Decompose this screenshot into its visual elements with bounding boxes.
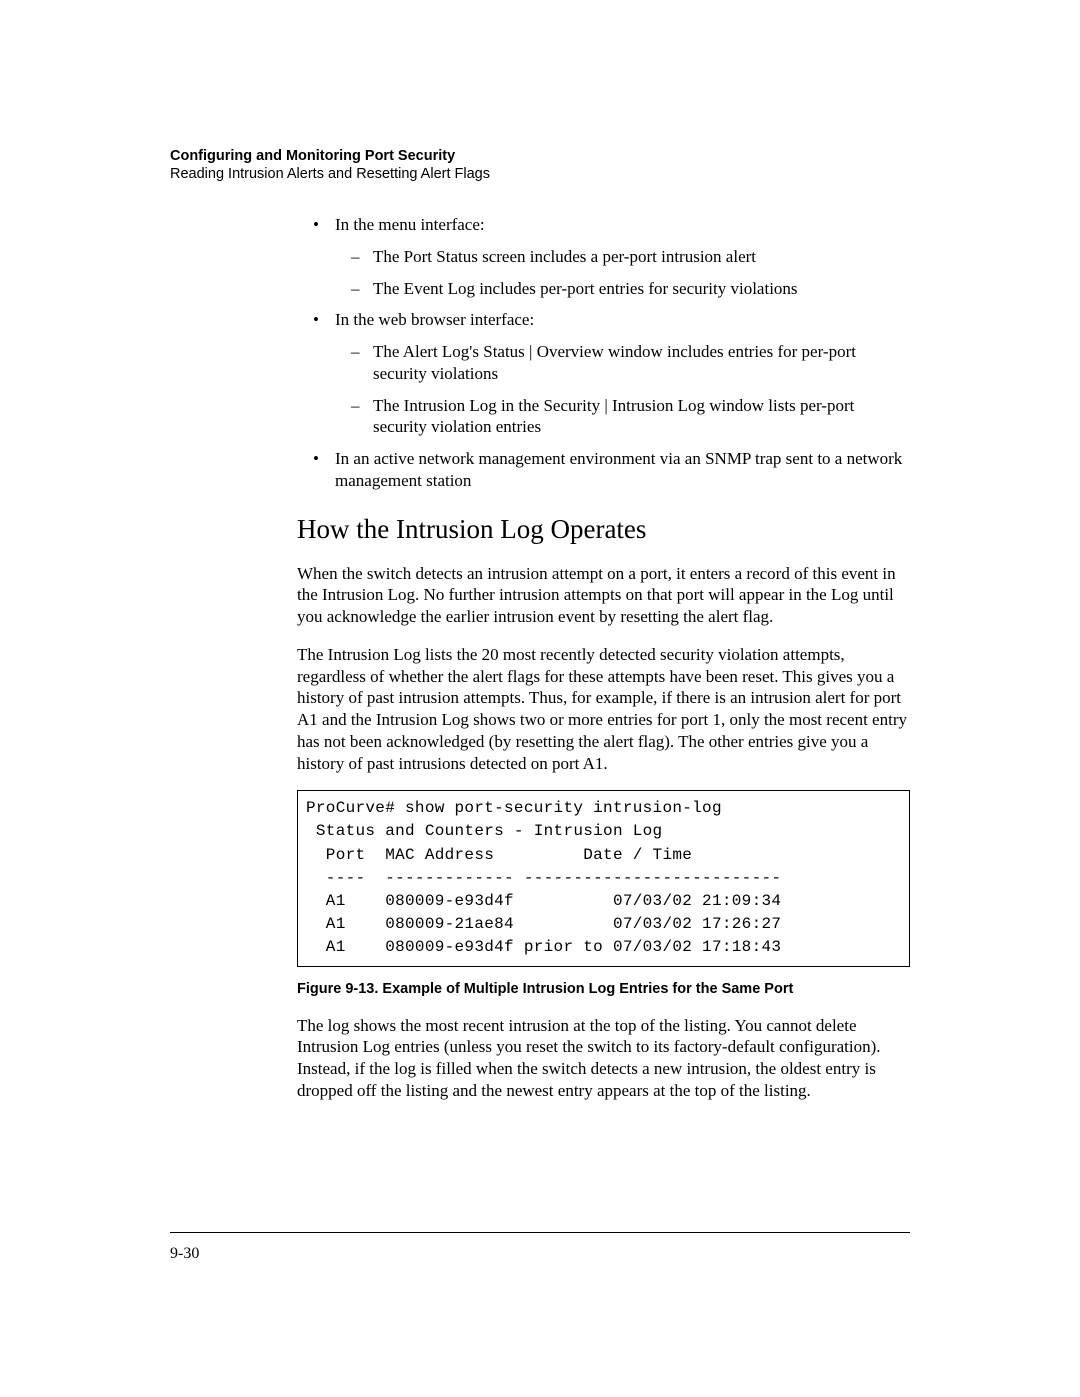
terminal-line: A1 080009-21ae84 07/03/02 17:26:27 [306,915,781,933]
section-heading: How the Intrusion Log Operates [297,514,910,545]
figure-caption: Figure 9-13. Example of Multiple Intrusi… [297,981,910,997]
terminal-line: Port MAC Address Date / Time [306,846,692,864]
terminal-line: ProCurve# show port-security intrusion-l… [306,799,722,817]
bullet-menu-interface: In the menu interface: The Port Status s… [297,214,910,299]
dash-event-log: The Event Log includes per-port entries … [335,278,910,300]
terminal-line: ---- ------------- ---------------------… [306,869,781,887]
paragraph-3: The log shows the most recent intrusion … [297,1015,910,1102]
running-header-subtitle: Reading Intrusion Alerts and Resetting A… [170,166,910,182]
bullet-text: In the menu interface: [335,215,485,234]
web-browser-sublist: The Alert Log's Status | Overview window… [335,341,910,438]
terminal-line: A1 080009-e93d4f prior to 07/03/02 17:18… [306,938,781,956]
menu-interface-sublist: The Port Status screen includes a per-po… [335,246,910,300]
page-number: 9-30 [170,1245,910,1263]
top-bullet-list: In the menu interface: The Port Status s… [297,214,910,492]
bullet-web-browser: In the web browser interface: The Alert … [297,309,910,438]
paragraph-2: The Intrusion Log lists the 20 most rece… [297,644,910,775]
bullet-snmp: In an active network management environm… [297,448,910,492]
dash-port-status: The Port Status screen includes a per-po… [335,246,910,268]
footer-rule [170,1232,910,1233]
paragraph-1: When the switch detects an intrusion att… [297,563,910,628]
bullet-text: In the web browser interface: [335,310,534,329]
terminal-output: ProCurve# show port-security intrusion-l… [297,790,910,966]
dash-alert-log: The Alert Log's Status | Overview window… [335,341,910,385]
page-footer: 9-30 [170,1232,910,1263]
terminal-line: Status and Counters - Intrusion Log [306,822,662,840]
dash-intrusion-log: The Intrusion Log in the Security | Intr… [335,395,910,439]
terminal-line: A1 080009-e93d4f 07/03/02 21:09:34 [306,892,781,910]
running-header-title: Configuring and Monitoring Port Security [170,148,910,164]
